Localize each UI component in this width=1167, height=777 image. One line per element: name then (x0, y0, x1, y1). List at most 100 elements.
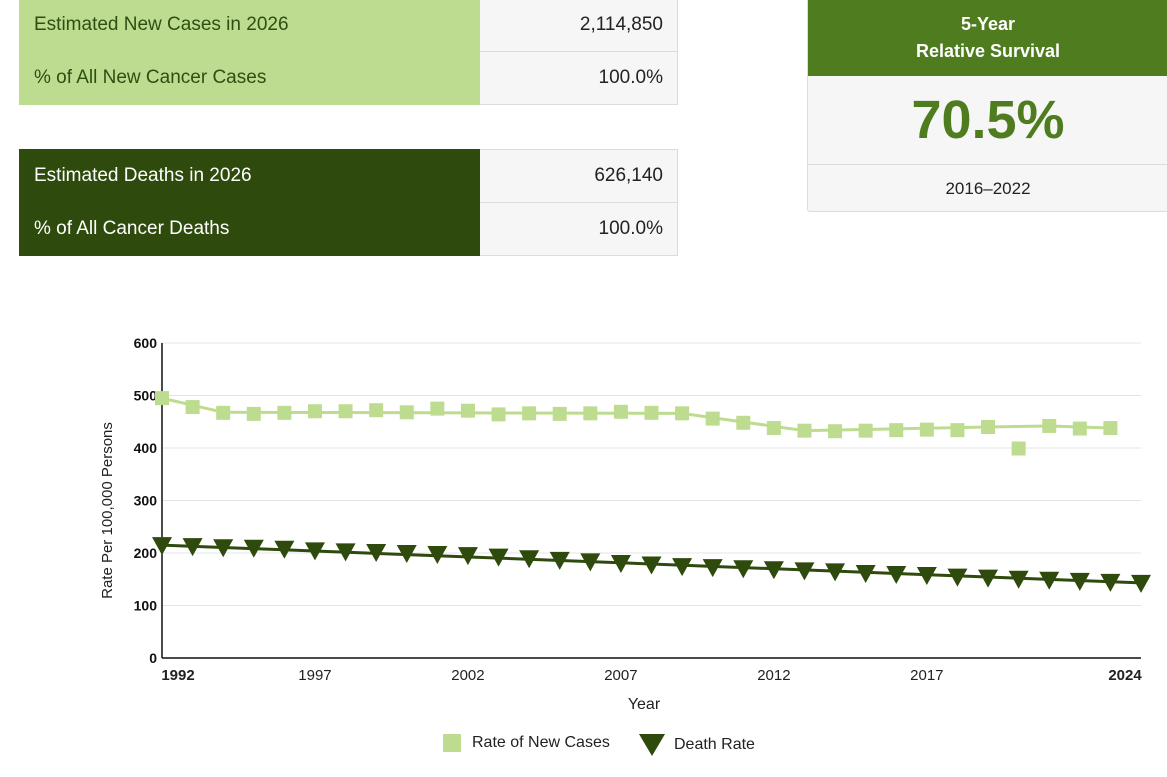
new-cases-point (919, 422, 934, 437)
death-rate-point (1039, 571, 1060, 590)
chart-legend: Rate of New Cases Death Rate (0, 730, 1167, 758)
deaths-percent-label: % of All Cancer Deaths (19, 202, 480, 256)
y-tick-label: 200 (134, 545, 158, 561)
death-rate-point (794, 562, 815, 581)
death-rate-point (366, 543, 387, 562)
table-row: % of All New Cancer Cases 100.0% (19, 51, 678, 105)
death-rate-point (672, 558, 693, 577)
y-tick-label: 300 (134, 493, 158, 509)
death-rate-point (304, 542, 325, 561)
new-cases-point (185, 400, 200, 415)
y-tick-label: 100 (134, 598, 158, 614)
new-cases-point (246, 406, 261, 421)
death-rate-point (733, 560, 754, 579)
death-rate-point (335, 543, 356, 562)
y-tick-label: 0 (149, 650, 157, 666)
death-rate-point (855, 564, 876, 583)
square-marker-icon (443, 734, 461, 752)
death-rate-point (978, 569, 999, 588)
death-rate-point (213, 539, 234, 558)
x-tick-label: 1992 (161, 667, 194, 684)
new-cases-percent-label: % of All New Cancer Cases (19, 51, 480, 105)
new-cases-point (797, 423, 812, 438)
death-rate-point (1100, 573, 1121, 592)
new-cases-point (644, 405, 659, 420)
new-cases-table: Estimated New Cases in 2026 2,114,850 % … (19, 0, 678, 105)
new-cases-point (981, 420, 996, 434)
survival-years: 2016–2022 (945, 179, 1031, 198)
new-cases-point (766, 421, 781, 436)
new-cases-point (583, 406, 598, 421)
new-cases-percent-value: 100.0% (479, 51, 678, 105)
new-cases-point (950, 423, 965, 438)
death-rate-point (916, 567, 937, 586)
death-rate-point (886, 566, 907, 584)
death-rate-point (641, 556, 662, 575)
new-cases-point (369, 403, 384, 418)
x-tick-label: 2017 (910, 667, 943, 684)
death-rate-point (1131, 574, 1151, 593)
death-rate-point (182, 538, 203, 557)
new-cases-point (705, 411, 720, 426)
new-cases-value: 2,114,850 (479, 0, 678, 52)
death-rate-point (580, 553, 601, 572)
new-cases-trend-line (161, 396, 1111, 433)
x-axis-title: Year (628, 696, 661, 713)
survival-title-line1: 5-Year (960, 13, 1016, 34)
death-rate-point (763, 561, 784, 580)
y-tick-label: 600 (134, 335, 158, 351)
x-tick-label: 2007 (604, 667, 637, 684)
death-rate-point (610, 554, 631, 573)
new-cases-point (1011, 441, 1026, 456)
new-cases-point (430, 401, 445, 416)
death-rate-point (396, 545, 417, 563)
new-cases-point (277, 405, 292, 420)
new-cases-label: Estimated New Cases in 2026 (19, 0, 480, 52)
new-cases-point (858, 423, 873, 438)
death-rate-point (274, 540, 295, 559)
table-row: % of All Cancer Deaths 100.0% (19, 202, 678, 256)
incidence-mortality-chart: 0 100 200 300 400 500 600 1992 1997 2002 2007 2012 2… (0, 320, 1167, 777)
new-cases-point (1072, 421, 1087, 436)
y-axis-title: Rate Per 100,000 Persons (99, 422, 116, 599)
survival-percent: 70.5% (808, 76, 1167, 165)
x-tick-label: 2024 (1108, 667, 1142, 684)
table-row: Estimated New Cases in 2026 2,114,850 (19, 0, 678, 52)
death-rate-point (457, 547, 478, 566)
legend-label-new-cases: Rate of New Cases (472, 734, 610, 751)
new-cases-point (155, 391, 169, 406)
new-cases-point (307, 404, 322, 419)
new-cases-point (491, 407, 506, 422)
death-rate-point (1069, 572, 1090, 591)
deaths-percent-value: 100.0% (479, 202, 678, 256)
new-cases-point (1042, 418, 1057, 433)
x-tick-label: 2012 (757, 667, 790, 684)
legend-item-death-rate[interactable]: Death Rate (639, 734, 755, 756)
deaths-label: Estimated Deaths in 2026 (19, 149, 480, 203)
triangle-down-marker-icon (639, 734, 665, 756)
death-rate-point (488, 548, 509, 567)
legend-label-death-rate: Death Rate (674, 736, 755, 753)
death-rate-point (1008, 570, 1029, 589)
death-rate-point (549, 551, 570, 570)
new-cases-point (338, 404, 353, 419)
new-cases-point (736, 415, 751, 430)
death-rate-point (152, 537, 172, 556)
new-cases-point (828, 424, 843, 439)
deaths-value: 626,140 (479, 149, 678, 203)
new-cases-point (675, 406, 690, 421)
new-cases-point (889, 423, 904, 438)
new-cases-point (613, 404, 628, 419)
survival-title-line2: Relative Survival (915, 40, 1061, 61)
death-rate-point (825, 563, 846, 582)
y-tick-label: 400 (134, 440, 158, 456)
survival-card: 5-Year Relative Survival 70.5% 2016–2022 (807, 0, 1167, 212)
chart-svg: 0 100 200 300 400 500 600 1992 1997 2002 2007 2012 2… (99, 335, 1151, 713)
table-row: Estimated Deaths in 2026 626,140 (19, 149, 678, 203)
new-cases-point (1103, 421, 1118, 436)
new-cases-point (216, 405, 231, 420)
death-rate-point (243, 539, 264, 558)
death-rate-point (702, 559, 723, 578)
new-cases-point (399, 405, 414, 420)
legend-item-new-cases[interactable]: Rate of New Cases (443, 734, 610, 752)
